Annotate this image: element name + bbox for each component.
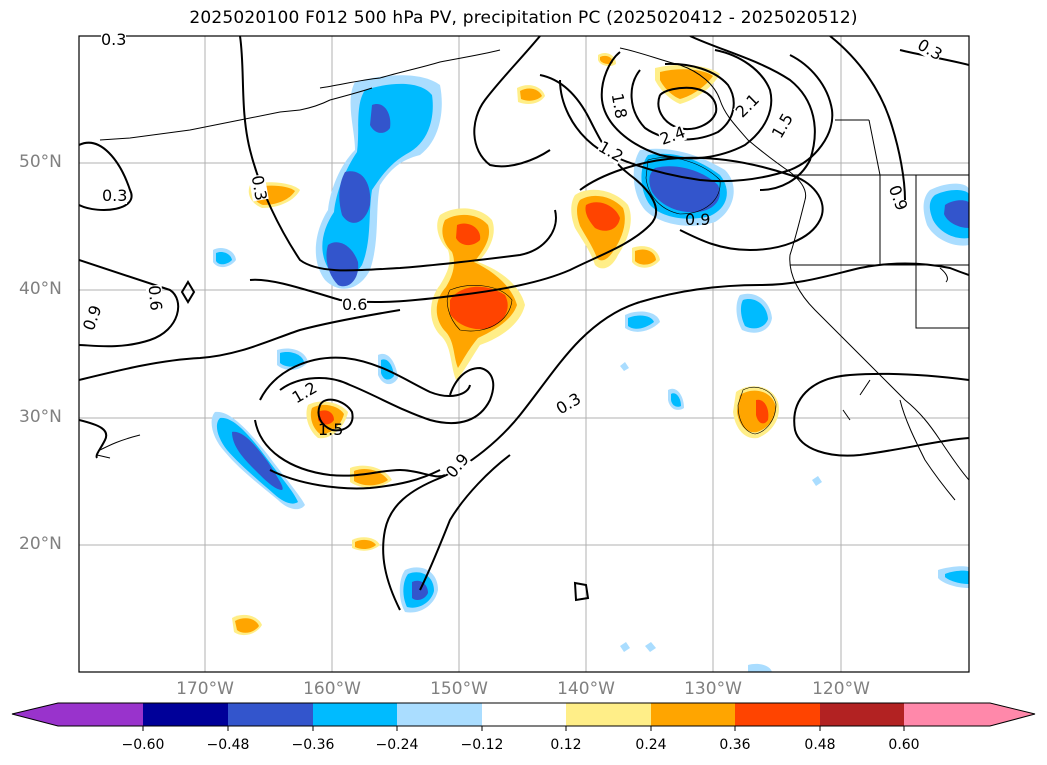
- lat-label-50n: 50°N: [19, 152, 62, 172]
- precip-region: [812, 476, 822, 486]
- contour-label: 0.6: [144, 284, 166, 312]
- contour-label: 1.8: [607, 91, 631, 121]
- pv-contour: [657, 86, 718, 130]
- precip-region: [756, 399, 769, 424]
- contour-label: 0.6: [342, 295, 368, 314]
- pv-contour: [793, 372, 969, 457]
- pv-contour: [559, 54, 834, 183]
- precip-region: [354, 469, 388, 486]
- pv-contour: [630, 62, 735, 141]
- precip-region: [944, 200, 969, 228]
- map-panel: [78, 35, 970, 673]
- colorbar-tick-label: −0.48: [206, 737, 250, 753]
- contour-label: 0.9: [685, 210, 711, 229]
- precip-region: [280, 352, 304, 367]
- precip-region: [585, 202, 620, 231]
- pv-contour: [279, 366, 495, 425]
- contour-label: 0.3: [247, 173, 271, 203]
- precip-region: [620, 642, 630, 652]
- colorbar-tick-label: 0.24: [635, 737, 667, 753]
- precip-region: [322, 83, 433, 277]
- lat-label-20n: 20°N: [19, 534, 62, 554]
- pv-contour: [79, 141, 133, 211]
- pv-contours: [79, 36, 969, 611]
- colorbar-segment: [143, 703, 228, 726]
- colorbar-tick-label: −0.60: [121, 737, 165, 753]
- precip-region: [740, 299, 768, 329]
- precip-region: [235, 618, 259, 633]
- precip-region: [339, 171, 371, 223]
- colorbar-tick-label: 0.48: [804, 737, 836, 753]
- precip-region: [660, 69, 713, 99]
- precip-negative-anomalies: [211, 75, 969, 672]
- pv-contour: [639, 262, 969, 303]
- colorbar-segment: [228, 703, 313, 726]
- pv-contour: [79, 259, 180, 348]
- lon-label-170w: 170°W: [176, 679, 234, 699]
- pv-contour: [829, 36, 906, 201]
- colorbar-segment: [820, 703, 904, 726]
- lon-label-130w: 130°W: [684, 679, 742, 699]
- precip-region: [645, 642, 656, 652]
- colorbar-segment: [313, 703, 397, 726]
- colorbar-tick-label: 0.12: [550, 737, 582, 753]
- lon-label-140w: 140°W: [557, 679, 615, 699]
- pv-contour: [573, 581, 590, 602]
- pv-contour: [269, 469, 441, 490]
- pv-contour: [382, 301, 641, 611]
- pv-contour: [259, 356, 471, 401]
- precip-region: [628, 315, 654, 329]
- precip-region: [326, 242, 359, 287]
- lat-label-40n: 40°N: [19, 279, 62, 299]
- contour-label: 1.5: [318, 420, 344, 439]
- lon-label-120w: 120°W: [812, 679, 870, 699]
- pv-contour: [180, 280, 196, 304]
- precip-region: [216, 251, 232, 265]
- lon-label-160w: 160°W: [303, 679, 361, 699]
- precip-region: [232, 431, 283, 490]
- colorbar-segment: [651, 703, 735, 726]
- precip-region: [412, 580, 428, 601]
- colorbar-segment: [397, 703, 482, 726]
- colorbar-segment: [566, 703, 651, 726]
- colorbar-extend-low: [12, 703, 143, 726]
- pv-contour: [239, 36, 557, 272]
- precip-region: [635, 249, 656, 265]
- precip-region: [620, 362, 629, 371]
- pv-contour: [689, 36, 816, 191]
- colorbar-segment: [735, 703, 820, 726]
- colorbar-tick-label: 0.36: [719, 737, 751, 753]
- precip-region: [355, 539, 376, 550]
- colorbar-segment: [482, 703, 566, 726]
- colorbar-extend-high: [904, 703, 1035, 726]
- colorbar-tick-label: −0.12: [460, 737, 504, 753]
- pv-contour: [579, 156, 824, 252]
- colorbar-tick-label: −0.36: [291, 737, 335, 753]
- contour-label: 0.3: [101, 30, 127, 49]
- pv-contour: [254, 419, 446, 478]
- precip-outline: [447, 157, 777, 435]
- precip-region: [450, 286, 508, 330]
- precip-region: [370, 104, 391, 133]
- colorbar-tick-label: −0.24: [375, 737, 419, 753]
- lon-label-150w: 150°W: [430, 679, 488, 699]
- figure-title: 2025020100 F012 500 hPa PV, precipitatio…: [189, 8, 858, 28]
- contour-label: 0.3: [102, 186, 128, 205]
- precip-region: [456, 223, 481, 246]
- pv-contour: [79, 309, 401, 381]
- pv-contour: [600, 49, 773, 160]
- precip-region: [945, 570, 969, 584]
- precip-region: [520, 88, 542, 101]
- lat-label-30n: 30°N: [19, 407, 62, 427]
- pv-contour: [317, 398, 354, 432]
- pv-contour: [79, 419, 108, 459]
- colorbar-tick-label: 0.60: [888, 737, 920, 753]
- precip-region: [649, 166, 720, 213]
- pv-contour: [473, 36, 551, 168]
- pv-contour: [419, 454, 511, 591]
- precip-region: [600, 55, 613, 64]
- precip-region: [671, 393, 681, 407]
- precip-region: [748, 663, 772, 672]
